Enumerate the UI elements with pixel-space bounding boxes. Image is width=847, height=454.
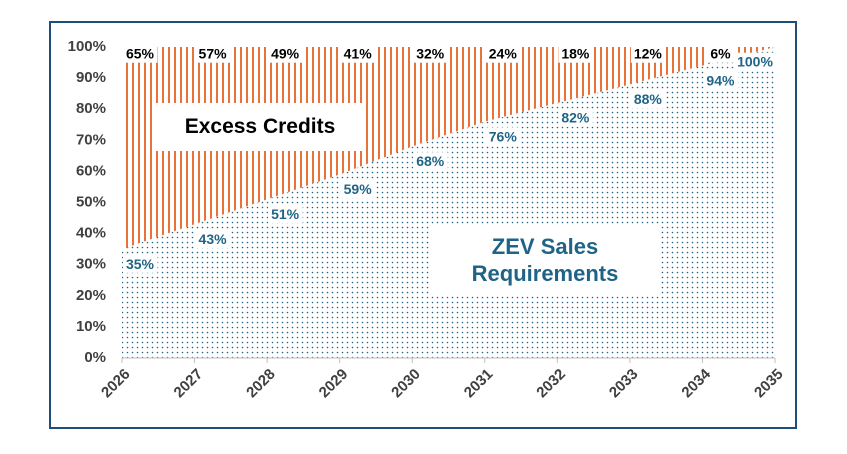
y-tick-label: 30%: [76, 256, 106, 273]
value-label: 88%: [634, 91, 663, 107]
value-label-group: 49%: [268, 44, 303, 63]
value-label-bg: [558, 44, 593, 63]
x-tick-label: 2031: [461, 366, 497, 402]
value-label: 49%: [271, 46, 300, 62]
value-label-bg: [485, 44, 521, 63]
value-label-group: 68%: [413, 152, 448, 171]
value-label: 24%: [489, 46, 518, 62]
value-label: 76%: [489, 128, 518, 144]
value-label-bg: [734, 52, 777, 71]
value-label-group: 57%: [195, 44, 231, 63]
series-annotation: Excess Credits: [155, 103, 365, 151]
value-label-group: 76%: [485, 127, 521, 146]
value-label-group: 24%: [485, 44, 521, 63]
x-tick-label: 2030: [388, 366, 424, 402]
x-tick-label: 2026: [98, 366, 134, 402]
value-label-bg: [268, 44, 303, 63]
value-label-group: 6%: [707, 44, 735, 63]
y-tick-label: 100%: [68, 38, 106, 55]
y-tick-label: 10%: [76, 318, 106, 335]
value-label-group: 82%: [558, 108, 593, 127]
value-label-bg: [122, 254, 158, 273]
x-tick-label: 2033: [606, 366, 642, 402]
x-tick-label: 2029: [316, 366, 352, 402]
x-tick-label: 2034: [678, 365, 714, 401]
value-label-group: 59%: [340, 180, 376, 199]
value-label: 82%: [561, 110, 590, 126]
x-tick-label: 2032: [533, 366, 569, 402]
value-label-bg: [122, 44, 158, 63]
value-label-group: 35%: [122, 254, 158, 273]
value-label-group: 65%: [122, 44, 158, 63]
value-label: 41%: [344, 46, 373, 62]
value-label-group: 94%: [703, 71, 739, 90]
value-label-group: 51%: [268, 205, 303, 224]
value-label-group: 12%: [630, 44, 666, 63]
value-label: 12%: [634, 46, 663, 62]
y-tick-label: 80%: [76, 100, 106, 117]
value-label-bg: [268, 205, 303, 224]
frame: [49, 21, 797, 429]
value-label: 32%: [416, 46, 445, 62]
y-tick-label: 70%: [76, 131, 106, 148]
value-label-bg: [413, 44, 448, 63]
value-label: 51%: [271, 206, 300, 222]
value-label: 18%: [561, 46, 590, 62]
value-label-group: 32%: [413, 44, 448, 63]
value-label-bg: [195, 229, 231, 248]
value-label-group: 18%: [558, 44, 593, 63]
value-label: 35%: [126, 256, 155, 272]
value-label-bg: [558, 108, 593, 127]
value-label-bg: [340, 180, 376, 199]
value-label: 94%: [706, 72, 735, 88]
value-label-bg: [707, 44, 735, 63]
value-label: 100%: [737, 54, 773, 70]
value-label: 68%: [416, 153, 445, 169]
value-label-bg: [703, 71, 739, 90]
value-label: 43%: [199, 231, 228, 247]
value-label: 57%: [199, 46, 228, 62]
series-annotation: ZEV Sales Requirements: [430, 224, 660, 296]
value-label: 59%: [344, 181, 373, 197]
value-label-bg: [630, 44, 666, 63]
value-label-bg: [340, 44, 376, 63]
x-tick-label: 2027: [171, 366, 207, 402]
value-label: 6%: [710, 46, 731, 62]
value-label-bg: [630, 90, 666, 109]
y-tick-label: 50%: [76, 193, 106, 210]
y-tick-label: 40%: [76, 225, 106, 242]
x-tick-label: 2028: [243, 366, 279, 402]
value-label-bg: [195, 44, 231, 63]
value-label-group: 88%: [630, 90, 666, 109]
value-label-group: 100%: [734, 52, 777, 71]
x-tick-label: 2035: [751, 366, 787, 402]
value-label-bg: [485, 127, 521, 146]
y-tick-label: 90%: [76, 69, 106, 86]
value-label-group: 43%: [195, 229, 231, 248]
value-label-bg: [413, 152, 448, 171]
value-label: 65%: [126, 46, 155, 62]
y-tick-label: 60%: [76, 162, 106, 179]
value-label-group: 41%: [340, 44, 376, 63]
y-tick-label: 0%: [84, 349, 106, 366]
y-tick-label: 20%: [76, 287, 106, 304]
area-stripes: [122, 47, 775, 250]
